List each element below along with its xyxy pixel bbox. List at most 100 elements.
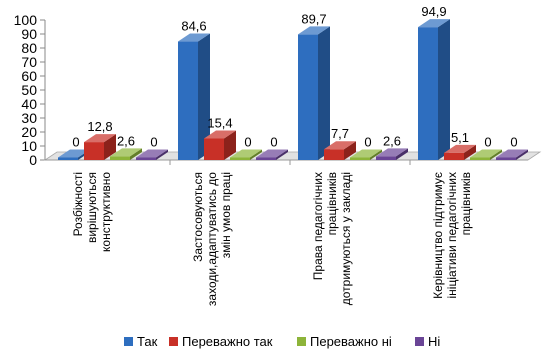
category-label: Розбіжності вирішуються конструктивно <box>71 172 113 252</box>
bar-top <box>418 19 450 28</box>
bar-front <box>58 157 78 160</box>
label-layer: 0 12,8 2,6 0 84,6 15,4 0 0 89,7 7,7 0 2,6 94,9 5,1 0 0 <box>72 4 517 149</box>
bar-front <box>298 34 318 160</box>
bar-top <box>444 144 476 153</box>
category-label: Керівництво підтримує ініціативи педагогі… <box>431 172 473 299</box>
bar-1-3 <box>444 144 476 160</box>
legend-swatch <box>297 337 306 346</box>
bar-front <box>418 27 438 160</box>
bar-0-1 <box>178 33 210 161</box>
y-tick-label: 80 <box>21 40 37 56</box>
bar-3-2 <box>376 148 408 160</box>
bar-top <box>58 149 90 158</box>
category-label-line: працівників <box>325 172 339 235</box>
data-label: 2,6 <box>117 133 135 148</box>
data-label: 0 <box>484 135 491 150</box>
bar-1-2 <box>324 141 356 160</box>
y-tick-label: 60 <box>21 68 37 84</box>
bar-top <box>298 26 330 35</box>
category-label-line: дотримуються у закладі <box>339 172 353 305</box>
bar-side <box>318 26 330 161</box>
legend-item: Ні <box>415 334 440 349</box>
bar-top <box>350 149 382 158</box>
bar-2-0 <box>110 148 142 160</box>
category-label-layer: Розбіжності вирішуються конструктивно Засто… <box>71 172 473 306</box>
category-label: Права педагогічних працівників дотримуютьс… <box>311 172 353 305</box>
bar-front <box>84 142 104 160</box>
bar-front <box>350 157 370 160</box>
legend: Так Переважно так Переважно ні Ні <box>124 334 440 349</box>
bar-top <box>376 148 408 157</box>
bar-front <box>110 156 130 160</box>
y-tick-label: 30 <box>21 110 37 126</box>
data-label: 0 <box>72 135 79 150</box>
bar-front <box>470 157 490 160</box>
bar-top <box>110 148 142 157</box>
data-label: 12,8 <box>87 119 112 134</box>
y-tick-label: 90 <box>21 26 37 42</box>
bar-front <box>178 41 198 161</box>
bar-front <box>230 157 250 160</box>
bar-3-1 <box>256 149 288 160</box>
data-label: 0 <box>510 135 517 150</box>
y-tick-label: 40 <box>21 96 37 112</box>
bar-side <box>438 19 450 160</box>
bar-top <box>204 130 236 139</box>
legend-swatch <box>124 337 133 346</box>
data-label: 0 <box>364 135 371 150</box>
data-label: 7,7 <box>331 126 349 141</box>
legend-label: Ні <box>428 334 440 349</box>
category-label: Застосовуються заходи,адаптуватись до змін… <box>191 172 233 306</box>
category-label-line: змін умов праці <box>219 172 233 258</box>
y-tick-label: 100 <box>14 12 38 28</box>
bar-side <box>344 141 356 160</box>
y-tick-label: 70 <box>21 54 37 70</box>
bar-side <box>250 149 262 160</box>
data-label: 2,6 <box>383 133 401 148</box>
bar-3-3 <box>496 149 528 160</box>
y-tick-label: 0 <box>29 152 37 168</box>
category-label-line: Права педагогічних <box>311 172 325 280</box>
bar-side <box>516 149 528 160</box>
y-tick-label: 50 <box>21 82 37 98</box>
legend-label: Переважно так <box>182 334 273 349</box>
category-label-line: працівників <box>459 172 473 235</box>
bar-1-0 <box>84 134 116 160</box>
category-label-line: Розбіжності <box>71 172 85 236</box>
bar-side <box>130 148 142 160</box>
bar-front <box>204 138 224 160</box>
bar-top <box>324 141 356 150</box>
category-label-line: конструктивно <box>99 172 113 252</box>
bar-side <box>198 33 210 161</box>
bar-top <box>230 149 262 158</box>
bar-2-1 <box>230 149 262 160</box>
bar-2-2 <box>350 149 382 160</box>
bar-0-3 <box>418 19 450 160</box>
data-label: 0 <box>270 135 277 150</box>
bar-side <box>104 134 116 160</box>
bar-side <box>464 144 476 160</box>
bar-front <box>136 157 156 160</box>
data-label: 0 <box>244 135 251 150</box>
bar-layer <box>58 19 528 161</box>
legend-item: Переважно ні <box>297 334 392 349</box>
data-label: 94,9 <box>421 4 446 19</box>
bar-front <box>256 157 276 160</box>
bar-top <box>178 33 210 42</box>
bar-front <box>496 157 516 160</box>
bar-side <box>370 149 382 160</box>
bar-3-0 <box>136 149 168 160</box>
bar-front <box>324 149 344 160</box>
bar-1-1 <box>204 130 236 160</box>
bar-2-3 <box>470 149 502 160</box>
data-label: 0 <box>150 135 157 150</box>
bar-side <box>276 149 288 160</box>
category-label-line: вирішуються <box>85 172 99 243</box>
legend-label: Переважно ні <box>310 334 392 349</box>
legend-label: Так <box>137 334 158 349</box>
category-label-line: Застосовуються <box>191 172 205 262</box>
data-label: 89,7 <box>301 11 326 26</box>
